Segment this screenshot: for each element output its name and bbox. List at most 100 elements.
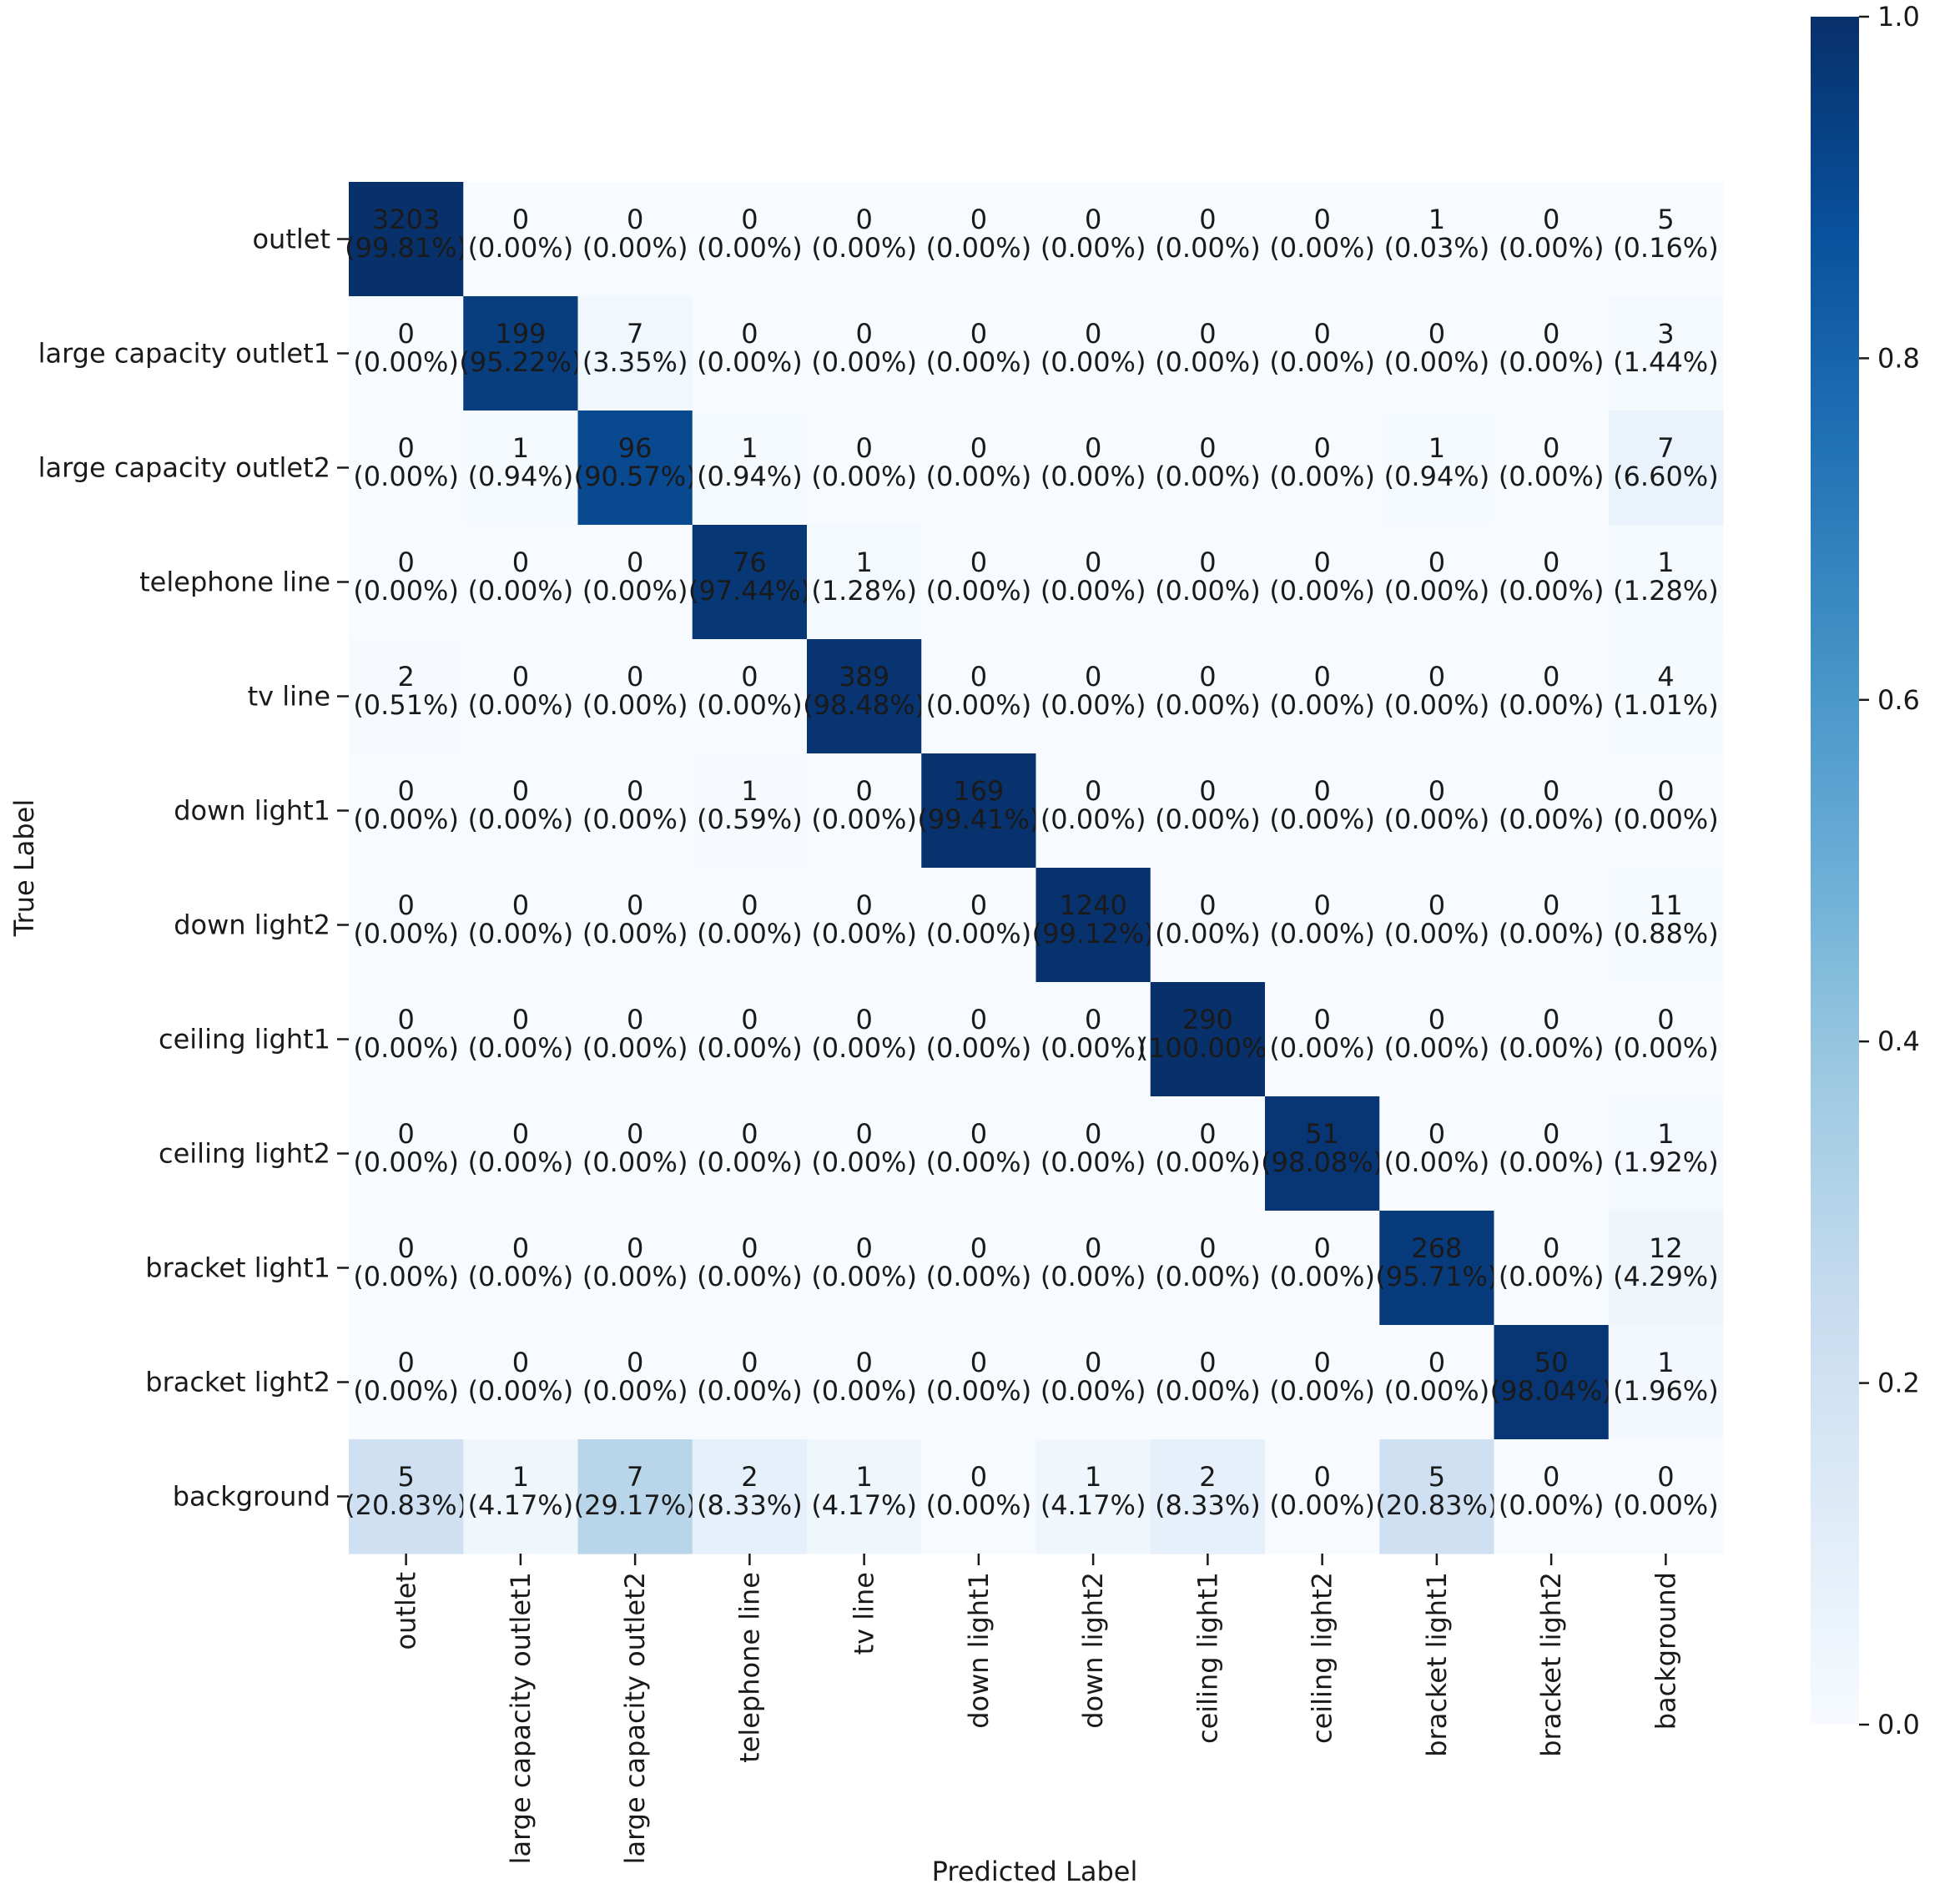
- heatmap-cell: [463, 639, 579, 754]
- cell-percent-label: (8.33%): [697, 1489, 803, 1521]
- cell-count-label: 5: [1428, 1461, 1445, 1493]
- heatmap-cell: [1494, 1211, 1610, 1326]
- heatmap-cell: [349, 868, 464, 983]
- heatmap-cell: [921, 296, 1037, 411]
- cell-count-label: 0: [1313, 318, 1330, 350]
- heatmap-cell: [1379, 1096, 1495, 1211]
- cell-count-label: 0: [1657, 775, 1674, 807]
- cell-count-label: 0: [1543, 1004, 1559, 1035]
- cell-count-label: 1: [1657, 1118, 1674, 1150]
- heatmap-cell: [921, 639, 1037, 754]
- cell-count-label: 0: [397, 775, 414, 807]
- y-tick-label: down light2: [174, 909, 330, 941]
- cell-count-label: 0: [855, 1118, 872, 1150]
- cell-count-label: 0: [512, 775, 529, 807]
- cell-percent-label: (0.00%): [811, 346, 917, 378]
- cell-percent-label: (0.51%): [353, 689, 459, 721]
- heatmap-cell: [463, 1211, 579, 1326]
- cell-percent-label: (0.00%): [582, 803, 688, 835]
- cell-count-label: 0: [970, 432, 987, 464]
- cell-percent-label: (0.00%): [468, 575, 574, 607]
- heatmap-cell: [1150, 296, 1266, 411]
- cell-count-label: 0: [855, 432, 872, 464]
- cell-count-label: 0: [1543, 1461, 1559, 1493]
- cell-count-label: 4: [1657, 661, 1674, 693]
- cell-count-label: 268: [1411, 1232, 1462, 1264]
- heatmap-cell: [1379, 296, 1495, 411]
- heatmap-cell: [349, 982, 464, 1097]
- cell-percent-label: (0.00%): [1384, 803, 1490, 835]
- cell-percent-label: (0.00%): [1499, 918, 1605, 950]
- cell-percent-label: (0.00%): [353, 803, 459, 835]
- cell-count-label: 51: [1305, 1118, 1339, 1150]
- y-tick-label: outlet: [252, 224, 330, 255]
- heatmap-cell: [1035, 639, 1151, 754]
- cell-percent-label: (0.00%): [1269, 1032, 1375, 1064]
- heatmap-cell: [921, 1325, 1037, 1440]
- heatmap-cell: [1035, 411, 1151, 526]
- heatmap-cell: [1265, 1211, 1380, 1326]
- cell-count-label: 0: [1199, 432, 1216, 464]
- cell-count-label: 0: [1543, 1118, 1559, 1150]
- cell-percent-label: (99.81%): [345, 232, 467, 264]
- heatmap-cell: [807, 1096, 922, 1211]
- cell-percent-label: (0.00%): [1040, 346, 1146, 378]
- cell-count-label: 0: [970, 204, 987, 235]
- cell-percent-label: (0.00%): [811, 1032, 917, 1064]
- heatmap-cell: [692, 982, 808, 1097]
- cell-percent-label: (0.00%): [697, 689, 803, 721]
- cell-count-label: 0: [970, 1118, 987, 1150]
- heatmap-cell: [577, 639, 693, 754]
- heatmap-cell: [1150, 753, 1266, 869]
- cell-count-label: 0: [1428, 889, 1445, 921]
- cell-percent-label: (8.33%): [1155, 1489, 1261, 1521]
- heatmap-cell: [349, 1439, 464, 1554]
- cell-percent-label: (0.00%): [926, 232, 1032, 264]
- cell-count-label: 0: [1313, 775, 1330, 807]
- cell-percent-label: (0.00%): [811, 918, 917, 950]
- heatmap-cell: [1035, 982, 1151, 1097]
- cell-count-label: 0: [1085, 1347, 1101, 1378]
- heatmap-cell: [921, 982, 1037, 1097]
- cell-count-label: 0: [1313, 547, 1330, 578]
- cell-percent-label: (0.00%): [926, 461, 1032, 492]
- heatmap-cell: [1494, 1096, 1610, 1211]
- heatmap-cell: [1150, 411, 1266, 526]
- cell-percent-label: (0.00%): [1499, 346, 1605, 378]
- cell-count-label: 0: [1657, 1461, 1674, 1493]
- heatmap-cell: [1608, 1325, 1724, 1440]
- cell-count-label: 0: [855, 889, 872, 921]
- cell-percent-label: (1.96%): [1613, 1375, 1719, 1407]
- cell-count-label: 0: [397, 547, 414, 578]
- cell-percent-label: (0.00%): [811, 803, 917, 835]
- cell-count-label: 0: [397, 889, 414, 921]
- cell-count-label: 0: [1085, 547, 1101, 578]
- heatmap-cell: [463, 525, 579, 640]
- heatmap-cell: [1035, 1325, 1151, 1440]
- cell-count-label: 0: [1543, 661, 1559, 693]
- cell-percent-label: (0.00%): [468, 918, 574, 950]
- cell-percent-label: (0.00%): [1269, 232, 1375, 264]
- x-tick-label: telephone line: [733, 1572, 765, 1763]
- heatmap-cell: [1379, 1211, 1495, 1326]
- cell-percent-label: (0.00%): [1613, 1032, 1719, 1064]
- heatmap-cell: [1265, 753, 1380, 869]
- cell-count-label: 1: [741, 432, 758, 464]
- x-tick-label: ceiling light1: [1192, 1572, 1223, 1744]
- cell-count-label: 11: [1649, 889, 1683, 921]
- heatmap-cell: [921, 1211, 1037, 1326]
- heatmap-cell: [1608, 1096, 1724, 1211]
- cell-count-label: 0: [1085, 1232, 1101, 1264]
- cell-count-label: 0: [855, 318, 872, 350]
- cell-count-label: 0: [1428, 547, 1445, 578]
- cell-percent-label: (0.59%): [697, 803, 803, 835]
- cell-count-label: 1: [1657, 547, 1674, 578]
- cell-percent-label: (1.44%): [1613, 346, 1719, 378]
- cell-count-label: 0: [512, 889, 529, 921]
- cell-percent-label: (0.00%): [1384, 346, 1490, 378]
- cell-percent-label: (0.00%): [811, 1261, 917, 1292]
- cell-count-label: 76: [733, 547, 767, 578]
- heatmap-cell: [349, 525, 464, 640]
- heatmap-cell: [807, 753, 922, 869]
- cell-percent-label: (0.00%): [926, 918, 1032, 950]
